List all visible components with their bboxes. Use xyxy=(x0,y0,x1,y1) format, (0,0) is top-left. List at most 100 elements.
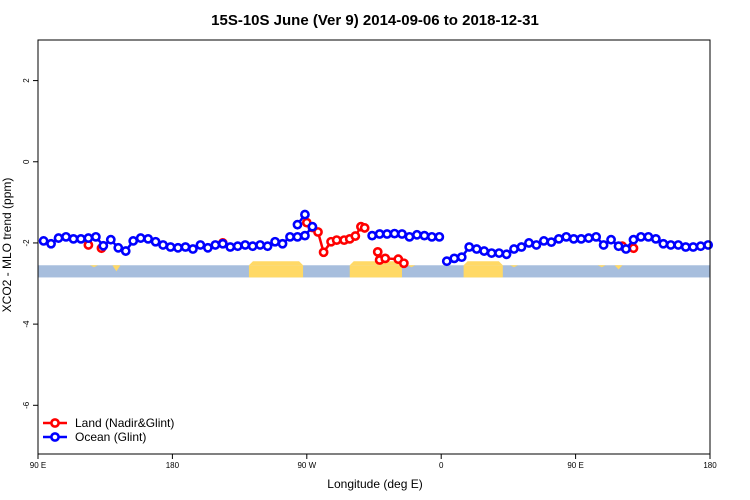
ocean-series-point xyxy=(643,231,654,242)
ocean-series-point xyxy=(426,231,437,242)
ocean-series-point xyxy=(665,240,676,250)
plot-frame xyxy=(37,39,711,455)
ocean-series-point xyxy=(285,231,295,242)
ocean-series-point xyxy=(591,231,602,242)
ocean-series-point xyxy=(307,221,318,232)
land-series-point xyxy=(359,223,370,233)
land-band-top xyxy=(248,261,304,266)
ocean-series-point xyxy=(292,219,303,230)
ocean-series-point xyxy=(516,242,527,252)
ocean-series-point xyxy=(232,241,243,252)
land-series-point xyxy=(372,246,383,257)
land-spike xyxy=(510,265,518,268)
ocean-series-point xyxy=(270,236,280,247)
land-ocean-mask xyxy=(38,261,710,278)
y-tick-label: -2 xyxy=(22,239,31,247)
ocean-series-point xyxy=(441,256,452,267)
ocean-series-point xyxy=(300,230,310,241)
ocean-series-point xyxy=(479,246,490,256)
ocean-series-point xyxy=(128,236,139,246)
ocean-series-point xyxy=(105,234,116,245)
ocean-series-point xyxy=(509,244,519,254)
ocean-series-point xyxy=(202,242,213,253)
land-band xyxy=(349,265,402,278)
ocean-series-point xyxy=(553,233,564,244)
chart-title: 15S-10S June (Ver 9) 2014-09-06 to 2018-… xyxy=(211,12,539,29)
ocean-series-point xyxy=(240,240,251,250)
ocean-series-point xyxy=(83,233,94,243)
x-tick-label: 180 xyxy=(703,461,717,470)
ocean-series-point xyxy=(658,238,669,249)
ocean-series-point xyxy=(225,242,236,252)
ocean-series-point xyxy=(568,233,579,244)
legend-label: Land (Nadir&Glint) xyxy=(75,416,174,430)
ocean-series-point xyxy=(419,230,430,241)
ocean-series-point xyxy=(703,240,714,250)
ocean-series-point xyxy=(90,231,101,242)
land-spike xyxy=(614,265,623,270)
ocean-series-point xyxy=(583,233,594,243)
x-tick-label: 90 E xyxy=(30,461,46,470)
land-series-point xyxy=(350,231,361,241)
ocean-series-point xyxy=(598,240,609,250)
ocean-series-point xyxy=(143,233,154,244)
ocean-series-point xyxy=(576,233,587,244)
ocean-series-point xyxy=(173,242,183,253)
ocean-series-point xyxy=(195,240,206,250)
ocean-series-point xyxy=(456,252,467,263)
land-spike xyxy=(90,265,98,268)
ocean-series-point xyxy=(180,242,191,252)
ocean-series-point xyxy=(613,241,624,252)
ocean-series-point xyxy=(561,231,572,242)
ocean-series-point xyxy=(531,240,542,250)
ocean-series-point xyxy=(247,241,258,252)
y-axis-label: XCO2 - MLO trend (ppm) xyxy=(0,178,14,313)
ocean-series-point xyxy=(367,230,378,241)
land-band-top xyxy=(349,261,402,266)
ocean-series-point xyxy=(165,242,176,252)
ocean-series-point xyxy=(135,233,146,243)
legend: Land (Nadir&Glint)Ocean (Glint) xyxy=(43,416,174,444)
x-axis-ticks: 90 E 180 90 W 0 90 E 180 xyxy=(30,454,717,470)
x-tick-label: 90 W xyxy=(297,461,316,470)
ocean-series-point xyxy=(98,240,109,251)
ocean-series-point xyxy=(650,233,661,244)
land-series-point xyxy=(331,235,342,245)
ocean-series-point xyxy=(38,236,49,246)
land-band xyxy=(463,265,503,278)
x-tick-label: 0 xyxy=(439,461,444,470)
ocean-series-point xyxy=(68,233,79,244)
ocean-series-point xyxy=(120,246,131,256)
land-series-point xyxy=(313,227,323,237)
ocean-series-point xyxy=(546,237,557,248)
ocean-series-point xyxy=(210,240,221,250)
ocean-series-point xyxy=(158,240,168,250)
land-band-top xyxy=(463,261,503,266)
ocean-series-point xyxy=(46,238,56,249)
ocean-series-point xyxy=(397,229,407,239)
ocean-series-point xyxy=(688,242,699,252)
ocean-series-point xyxy=(501,249,512,260)
ocean-series-point xyxy=(300,209,310,220)
x-axis-label: Longitude (deg E) xyxy=(327,477,422,491)
ocean-series-point xyxy=(262,241,273,252)
legend-marker xyxy=(50,432,60,442)
y-tick-label: -6 xyxy=(22,401,31,409)
ocean-series-point xyxy=(434,231,445,242)
land-band xyxy=(248,265,304,278)
ocean-series-point xyxy=(524,238,534,248)
ocean-series-point xyxy=(538,236,549,246)
land-spike xyxy=(112,265,121,272)
ocean-series-point xyxy=(382,229,392,239)
legend-label: Ocean (Glint) xyxy=(75,430,146,444)
ocean-series-point xyxy=(471,244,482,254)
ocean-series-point xyxy=(150,236,161,247)
y-tick-label: 0 xyxy=(22,159,31,164)
ocean-series-point xyxy=(188,244,198,254)
series-layer xyxy=(38,209,714,269)
ocean-series-point xyxy=(404,231,415,242)
ocean-series-point xyxy=(292,231,303,242)
ocean-series-point xyxy=(53,233,64,243)
x-tick-label: 90 E xyxy=(567,461,583,470)
